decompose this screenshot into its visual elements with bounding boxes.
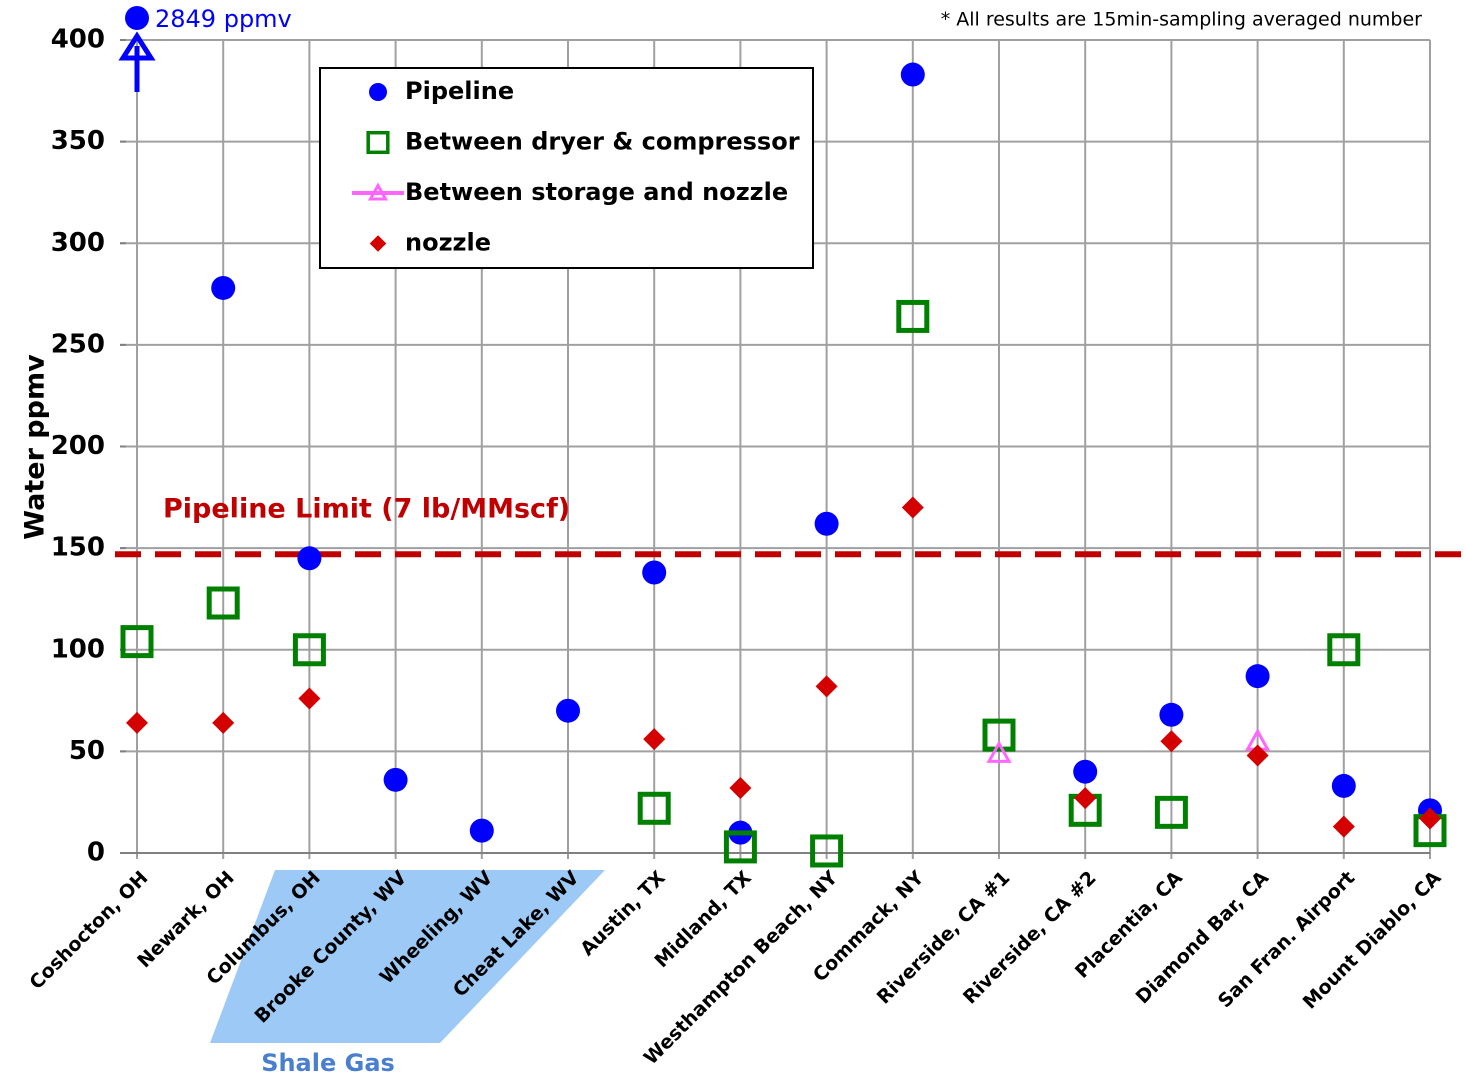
- point: [212, 711, 235, 734]
- shale-gas-band: [210, 870, 605, 1043]
- point: [642, 560, 667, 585]
- y-tick-label: 350: [51, 126, 105, 156]
- point: [211, 275, 236, 300]
- legend-label: Between dryer & compressor: [405, 128, 800, 156]
- point: [469, 818, 494, 843]
- y-tick-label: 200: [51, 431, 105, 461]
- point: [126, 711, 148, 734]
- point: [1332, 815, 1355, 838]
- point: [815, 675, 838, 698]
- legend-label: nozzle: [405, 229, 491, 257]
- y-tick-label: 100: [51, 634, 105, 664]
- reference-line-label: Pipeline Limit (7 lb/MMscf): [163, 494, 570, 525]
- point: [1419, 807, 1441, 830]
- y-tick-label: 300: [51, 228, 105, 258]
- point: [120, 625, 154, 659]
- shale-gas-label: Shale Gas: [261, 1049, 395, 1077]
- point: [637, 791, 671, 825]
- point: [367, 182, 389, 201]
- point: [206, 586, 240, 620]
- marks: Pipeline Limit (7 lb/MMscf) 2849 ppmv: [115, 5, 1465, 868]
- y-tick-label: 400: [51, 25, 105, 55]
- point: [900, 62, 925, 87]
- point: [1074, 787, 1097, 810]
- y-tick-label: 150: [51, 533, 105, 563]
- off-scale-label: 2849 ppmv: [155, 5, 292, 33]
- off-scale-arrowhead: [118, 31, 156, 61]
- x-tick-label: Coshocton, OH: [25, 867, 152, 994]
- point: [292, 633, 326, 667]
- legend-box: [319, 67, 814, 269]
- point: [814, 511, 839, 536]
- point: [901, 496, 924, 519]
- point: [896, 299, 930, 333]
- footnote: * All results are 15min-sampling average…: [941, 9, 1422, 31]
- point: [1246, 744, 1269, 767]
- y-tick-label: 0: [87, 838, 105, 868]
- point: [556, 698, 580, 723]
- legend: Pipeline Between dryer & compressor Betwee…: [319, 67, 814, 269]
- legend-label: Pipeline: [405, 77, 514, 105]
- point: [810, 834, 844, 868]
- legend-label: Between storage and nozzle: [405, 178, 788, 206]
- point: [366, 130, 390, 155]
- point: [1245, 664, 1270, 689]
- point: [297, 546, 322, 571]
- point: [1331, 773, 1356, 798]
- point: [369, 83, 387, 101]
- y-tick-label: 50: [69, 736, 105, 766]
- point: [1154, 795, 1188, 829]
- point: [298, 687, 321, 710]
- point: [383, 767, 408, 792]
- point: [982, 718, 1016, 752]
- point: [643, 728, 666, 751]
- y-tick-label: 250: [51, 329, 105, 359]
- point: [723, 830, 757, 864]
- y-axis-title: Water ppmv: [20, 354, 51, 540]
- point: [986, 740, 1012, 763]
- point: [369, 235, 387, 252]
- point: [1159, 702, 1184, 727]
- point: [1073, 759, 1098, 784]
- point: [1160, 730, 1183, 753]
- point: [125, 6, 149, 30]
- point: [729, 776, 752, 799]
- point: [1327, 633, 1361, 667]
